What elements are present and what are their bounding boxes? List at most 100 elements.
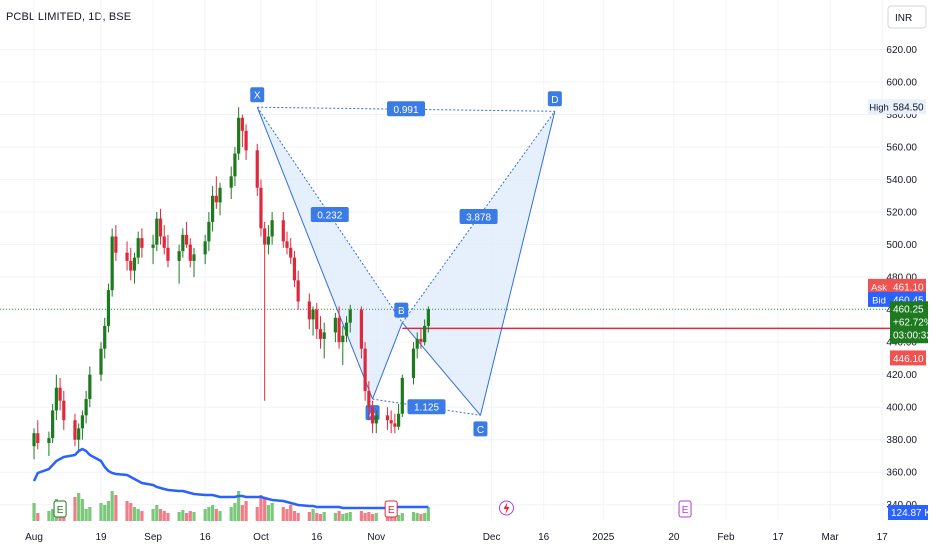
candle-body [114, 236, 118, 253]
volume-bar [337, 511, 341, 521]
earnings-marker[interactable] [678, 500, 692, 518]
candle-body [359, 309, 363, 349]
x-tick-label: 16 [311, 532, 323, 543]
candle-body [266, 236, 270, 245]
y-tick-label: 540.00 [886, 175, 917, 186]
volume-bar [114, 495, 118, 521]
pattern-ratio-line [401, 110, 556, 323]
candle-body [192, 254, 196, 261]
volume-bar [426, 507, 430, 521]
countdown: 03:00:32 [893, 331, 932, 342]
volume-bar [162, 511, 166, 521]
volume-bar [285, 509, 289, 521]
candle-body [62, 400, 66, 421]
candle-body [166, 247, 170, 261]
candle-body [77, 428, 81, 440]
candle-body [263, 228, 267, 245]
candle-body [285, 241, 289, 248]
bid-label-name: Bid [872, 295, 886, 306]
price-axis: 340.00360.00380.00400.00420.00440.00460.… [886, 5, 927, 511]
volume-bars [32, 447, 430, 521]
volume-bar [73, 497, 77, 521]
x-tick-label: 17 [772, 532, 784, 543]
ratio-label-bg [387, 101, 426, 117]
ratio-label: 1.125 [414, 403, 439, 414]
candle-body [80, 415, 84, 429]
y-tick-label: 400.00 [886, 403, 917, 414]
volume-bar [181, 510, 185, 521]
currency-button[interactable] [887, 5, 927, 29]
y-tick-label: 360.00 [886, 468, 917, 479]
earnings-marker[interactable] [53, 500, 67, 518]
volume-bar [155, 505, 159, 521]
x-tick-label: 17 [877, 532, 889, 543]
volume-bar [158, 509, 163, 521]
candle-body [393, 423, 397, 427]
volume-bar [207, 507, 211, 521]
volume-bar [344, 513, 349, 521]
pattern-point-d: D [551, 95, 558, 106]
pattern-point-b-bg [394, 302, 409, 318]
x-tick-label: Nov [367, 532, 385, 543]
volume-bar [311, 509, 315, 521]
volume-bar [136, 509, 140, 521]
volume-bar [415, 513, 419, 521]
pattern-leg [479, 111, 556, 416]
volume-bar [229, 507, 233, 521]
volume-bar [255, 507, 259, 521]
volume-value: 124.87 K [891, 508, 931, 519]
candle-body [426, 309, 430, 326]
volume-bar [237, 491, 241, 521]
volume-bar [348, 512, 352, 521]
volume-value-bg [888, 505, 928, 520]
volume-bar [244, 501, 248, 521]
volume-bar [151, 509, 155, 521]
y-tick-label: 380.00 [886, 435, 917, 446]
volume-bar [177, 512, 181, 521]
y-tick-label: 580.00 [886, 110, 917, 121]
y-tick-label: 600.00 [886, 78, 917, 89]
volume-bar [263, 499, 267, 521]
ask-label-name-bg [868, 278, 890, 294]
earnings-marker[interactable] [384, 500, 398, 518]
volume-bar [203, 509, 207, 521]
volume-bar [397, 515, 401, 521]
volume-bar [292, 511, 297, 521]
candle-body [207, 221, 211, 242]
volume-bar [80, 499, 84, 521]
candles [32, 107, 430, 460]
candle-body [292, 257, 297, 281]
candle-body [400, 377, 404, 414]
candle-body [110, 236, 114, 291]
candle-body [237, 117, 241, 154]
candle-body [322, 332, 326, 339]
candle-body [240, 117, 244, 131]
volume-bar [214, 509, 218, 521]
candle-body [54, 387, 58, 411]
x-tick-label: 16 [200, 532, 212, 543]
currency-label[interactable]: INR [895, 13, 912, 24]
ratio-label: 3.878 [466, 212, 491, 223]
volume-bar [322, 512, 326, 521]
candle-body [423, 325, 427, 343]
candle-body [125, 252, 129, 261]
volume-bar [32, 503, 36, 521]
pattern-point-d-bg [547, 91, 562, 107]
candle-body [233, 153, 237, 177]
volume-bar [370, 514, 375, 521]
pattern-leg [372, 322, 403, 400]
candle-body [244, 130, 248, 151]
candle-body [162, 236, 166, 248]
bid-label-name-bg [868, 291, 890, 307]
volume-bar [315, 513, 319, 521]
candle-body [311, 309, 315, 320]
candle-body [397, 413, 401, 427]
pattern-point-b: B [398, 306, 405, 317]
last-price-change: +62.72% [893, 318, 932, 329]
volume-bar [318, 514, 323, 521]
last-price-value: 460.25 [893, 305, 924, 316]
candle-body [344, 322, 349, 336]
pattern-point-x-bg [250, 87, 265, 103]
y-tick-label: 560.00 [886, 143, 917, 154]
